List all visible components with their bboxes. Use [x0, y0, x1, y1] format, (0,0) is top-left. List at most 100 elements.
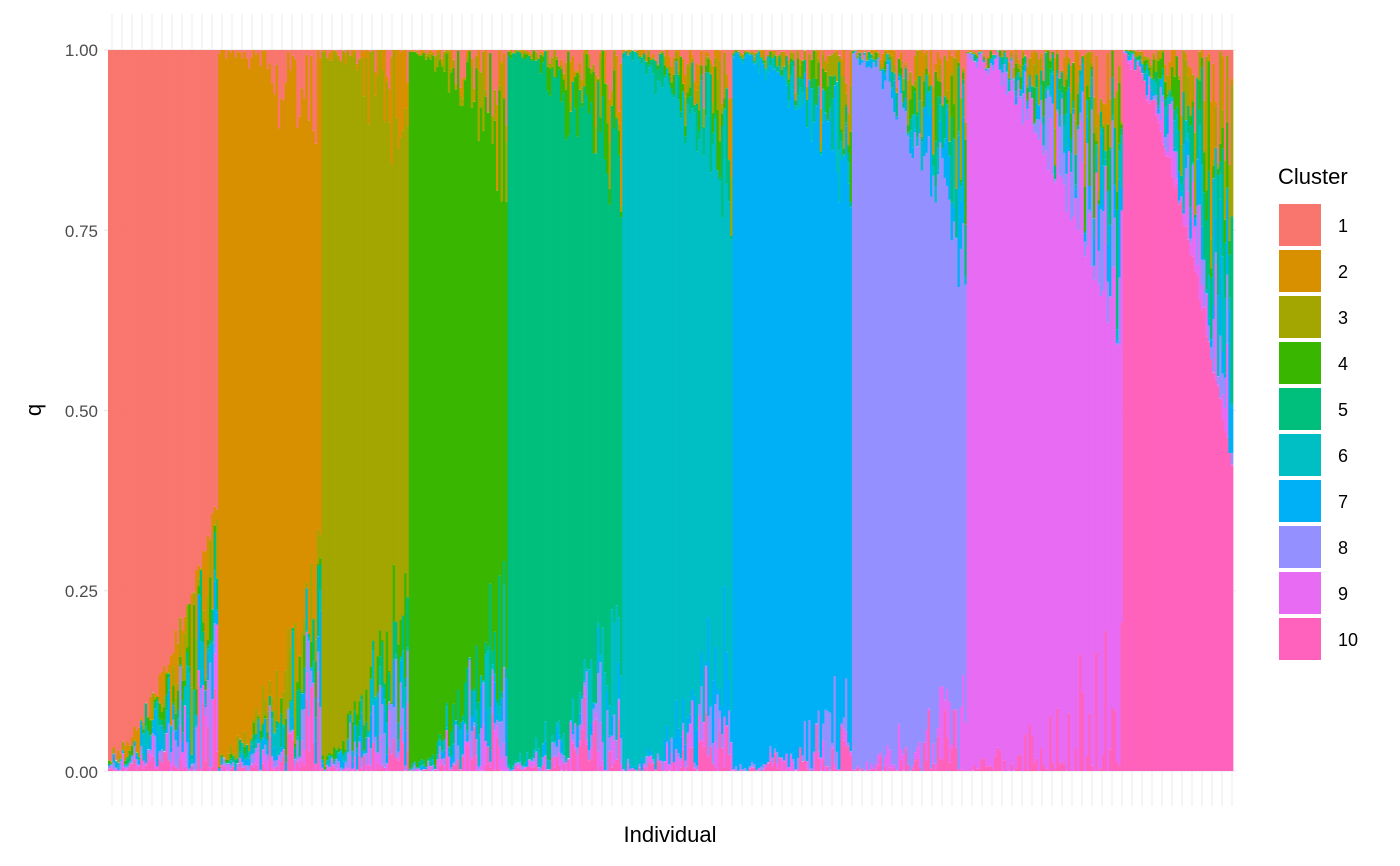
bar-segment-cluster-5 — [1216, 175, 1220, 296]
bar-segment-cluster-1 — [718, 50, 722, 51]
bar-segment-cluster-10 — [383, 768, 387, 771]
bar-segment-cluster-7 — [822, 122, 825, 724]
bar-segment-cluster-2 — [303, 98, 306, 620]
bar-segment-cluster-9 — [932, 743, 935, 764]
bar-segment-cluster-3 — [450, 68, 453, 73]
bar-segment-cluster-6 — [615, 605, 619, 741]
bar-segment-cluster-3 — [440, 62, 444, 67]
bar-segment-cluster-9 — [300, 740, 304, 762]
bar-segment-cluster-9 — [450, 769, 453, 771]
bar-segment-cluster-9 — [991, 70, 995, 770]
bar-segment-cluster-10 — [374, 769, 377, 771]
bar-segment-cluster-5 — [952, 138, 956, 140]
bar-segment-cluster-4 — [1223, 219, 1227, 243]
bar-segment-cluster-8 — [271, 756, 274, 758]
bar-segment-cluster-3 — [704, 56, 708, 66]
bar-segment-cluster-8 — [406, 650, 410, 703]
bar-segment-cluster-3 — [447, 51, 451, 93]
bar-segment-cluster-7 — [404, 730, 407, 766]
bar-segment-cluster-6 — [401, 650, 405, 708]
bar-segment-cluster-10 — [1113, 710, 1117, 771]
bar-segment-cluster-10 — [665, 769, 669, 771]
bar-segment-cluster-4 — [1175, 56, 1179, 107]
bar-segment-cluster-5 — [840, 132, 844, 142]
bar-segment-cluster-4 — [188, 604, 192, 667]
bar-segment-cluster-6 — [867, 58, 871, 61]
bar-segment-cluster-4 — [454, 89, 458, 721]
bar-segment-cluster-4 — [681, 84, 685, 92]
bar-segment-cluster-1 — [541, 50, 545, 53]
bar-segment-cluster-1 — [1008, 50, 1011, 63]
bar-segment-cluster-8 — [1042, 145, 1046, 155]
bar-segment-cluster-2 — [330, 50, 334, 61]
bar-segment-cluster-6 — [760, 57, 763, 60]
bar-segment-cluster-9 — [1088, 213, 1092, 714]
bar-segment-cluster-4 — [516, 50, 520, 52]
bar-segment-cluster-2 — [583, 50, 586, 55]
bar-segment-cluster-3 — [661, 50, 664, 53]
bar-segment-cluster-4 — [482, 130, 485, 681]
bar-segment-cluster-3 — [1150, 66, 1153, 78]
bar-segment-cluster-7 — [337, 754, 341, 762]
bar-segment-cluster-1 — [659, 50, 662, 52]
bar-segment-cluster-8 — [225, 763, 228, 767]
bar-segment-cluster-8 — [918, 133, 922, 742]
bar-segment-cluster-4 — [911, 85, 915, 115]
bar-segment-cluster-1 — [147, 50, 150, 717]
bar-segment-cluster-1 — [805, 50, 809, 87]
bar-segment-cluster-8 — [1164, 137, 1167, 149]
bar-segment-cluster-2 — [1063, 57, 1066, 87]
bar-segment-cluster-8 — [1216, 376, 1220, 385]
bar-segment-cluster-3 — [275, 670, 279, 721]
bar-segment-cluster-10 — [1102, 754, 1105, 771]
bar-segment-cluster-6 — [241, 744, 244, 755]
bar-segment-cluster-1 — [1106, 50, 1110, 54]
bar-segment-cluster-4 — [1221, 127, 1225, 149]
bar-segment-cluster-3 — [268, 680, 272, 696]
bar-segment-cluster-1 — [739, 50, 743, 53]
bar-segment-cluster-9 — [1049, 118, 1052, 717]
bar-segment-cluster-2 — [819, 108, 823, 143]
bar-segment-cluster-7 — [518, 761, 522, 763]
bar-segment-cluster-6 — [638, 59, 642, 764]
bar-segment-cluster-1 — [1090, 50, 1094, 53]
bar-segment-cluster-4 — [957, 63, 961, 67]
bar-segment-cluster-9 — [1010, 80, 1013, 764]
bar-segment-cluster-2 — [225, 58, 228, 760]
bar-segment-cluster-10 — [535, 765, 538, 771]
bar-segment-cluster-10 — [206, 726, 210, 771]
bar-segment-cluster-7 — [1118, 179, 1121, 278]
bar-segment-cluster-10 — [753, 767, 756, 771]
bar-segment-cluster-10 — [254, 764, 258, 771]
bar-segment-cluster-2 — [355, 63, 359, 71]
bar-segment-cluster-10 — [133, 759, 136, 771]
bar-segment-cluster-5 — [199, 570, 203, 642]
bar-segment-cluster-1 — [250, 50, 253, 58]
bar-segment-cluster-3 — [1010, 53, 1013, 58]
bar-segment-cluster-4 — [431, 55, 435, 755]
bar-segment-cluster-9 — [590, 747, 593, 759]
bar-segment-cluster-9 — [870, 763, 873, 770]
bar-segment-cluster-3 — [757, 50, 761, 51]
bar-segment-cluster-9 — [367, 738, 371, 766]
bar-segment-cluster-4 — [1076, 93, 1080, 126]
bar-segment-cluster-8 — [968, 53, 972, 60]
bar-segment-cluster-7 — [1063, 152, 1066, 154]
bar-segment-cluster-7 — [838, 202, 841, 770]
bar-segment-cluster-8 — [1021, 93, 1025, 125]
bar-segment-cluster-10 — [835, 769, 839, 771]
bar-segment-cluster-8 — [383, 733, 387, 768]
bar-segment-cluster-7 — [424, 767, 428, 770]
bar-segment-cluster-1 — [470, 50, 474, 59]
bar-segment-cluster-4 — [310, 641, 313, 668]
bar-segment-cluster-9 — [1141, 73, 1144, 78]
bar-segment-cluster-2 — [252, 50, 256, 720]
legend-key-3 — [1279, 296, 1321, 338]
bar-segment-cluster-1 — [512, 50, 515, 53]
bar-segment-cluster-6 — [580, 695, 584, 700]
bar-segment-cluster-7 — [746, 54, 749, 771]
bar-segment-cluster-10 — [941, 759, 945, 771]
bar-segment-cluster-9 — [1030, 98, 1034, 736]
bar-segment-cluster-1 — [537, 50, 540, 58]
bar-segment-cluster-8 — [349, 722, 352, 756]
